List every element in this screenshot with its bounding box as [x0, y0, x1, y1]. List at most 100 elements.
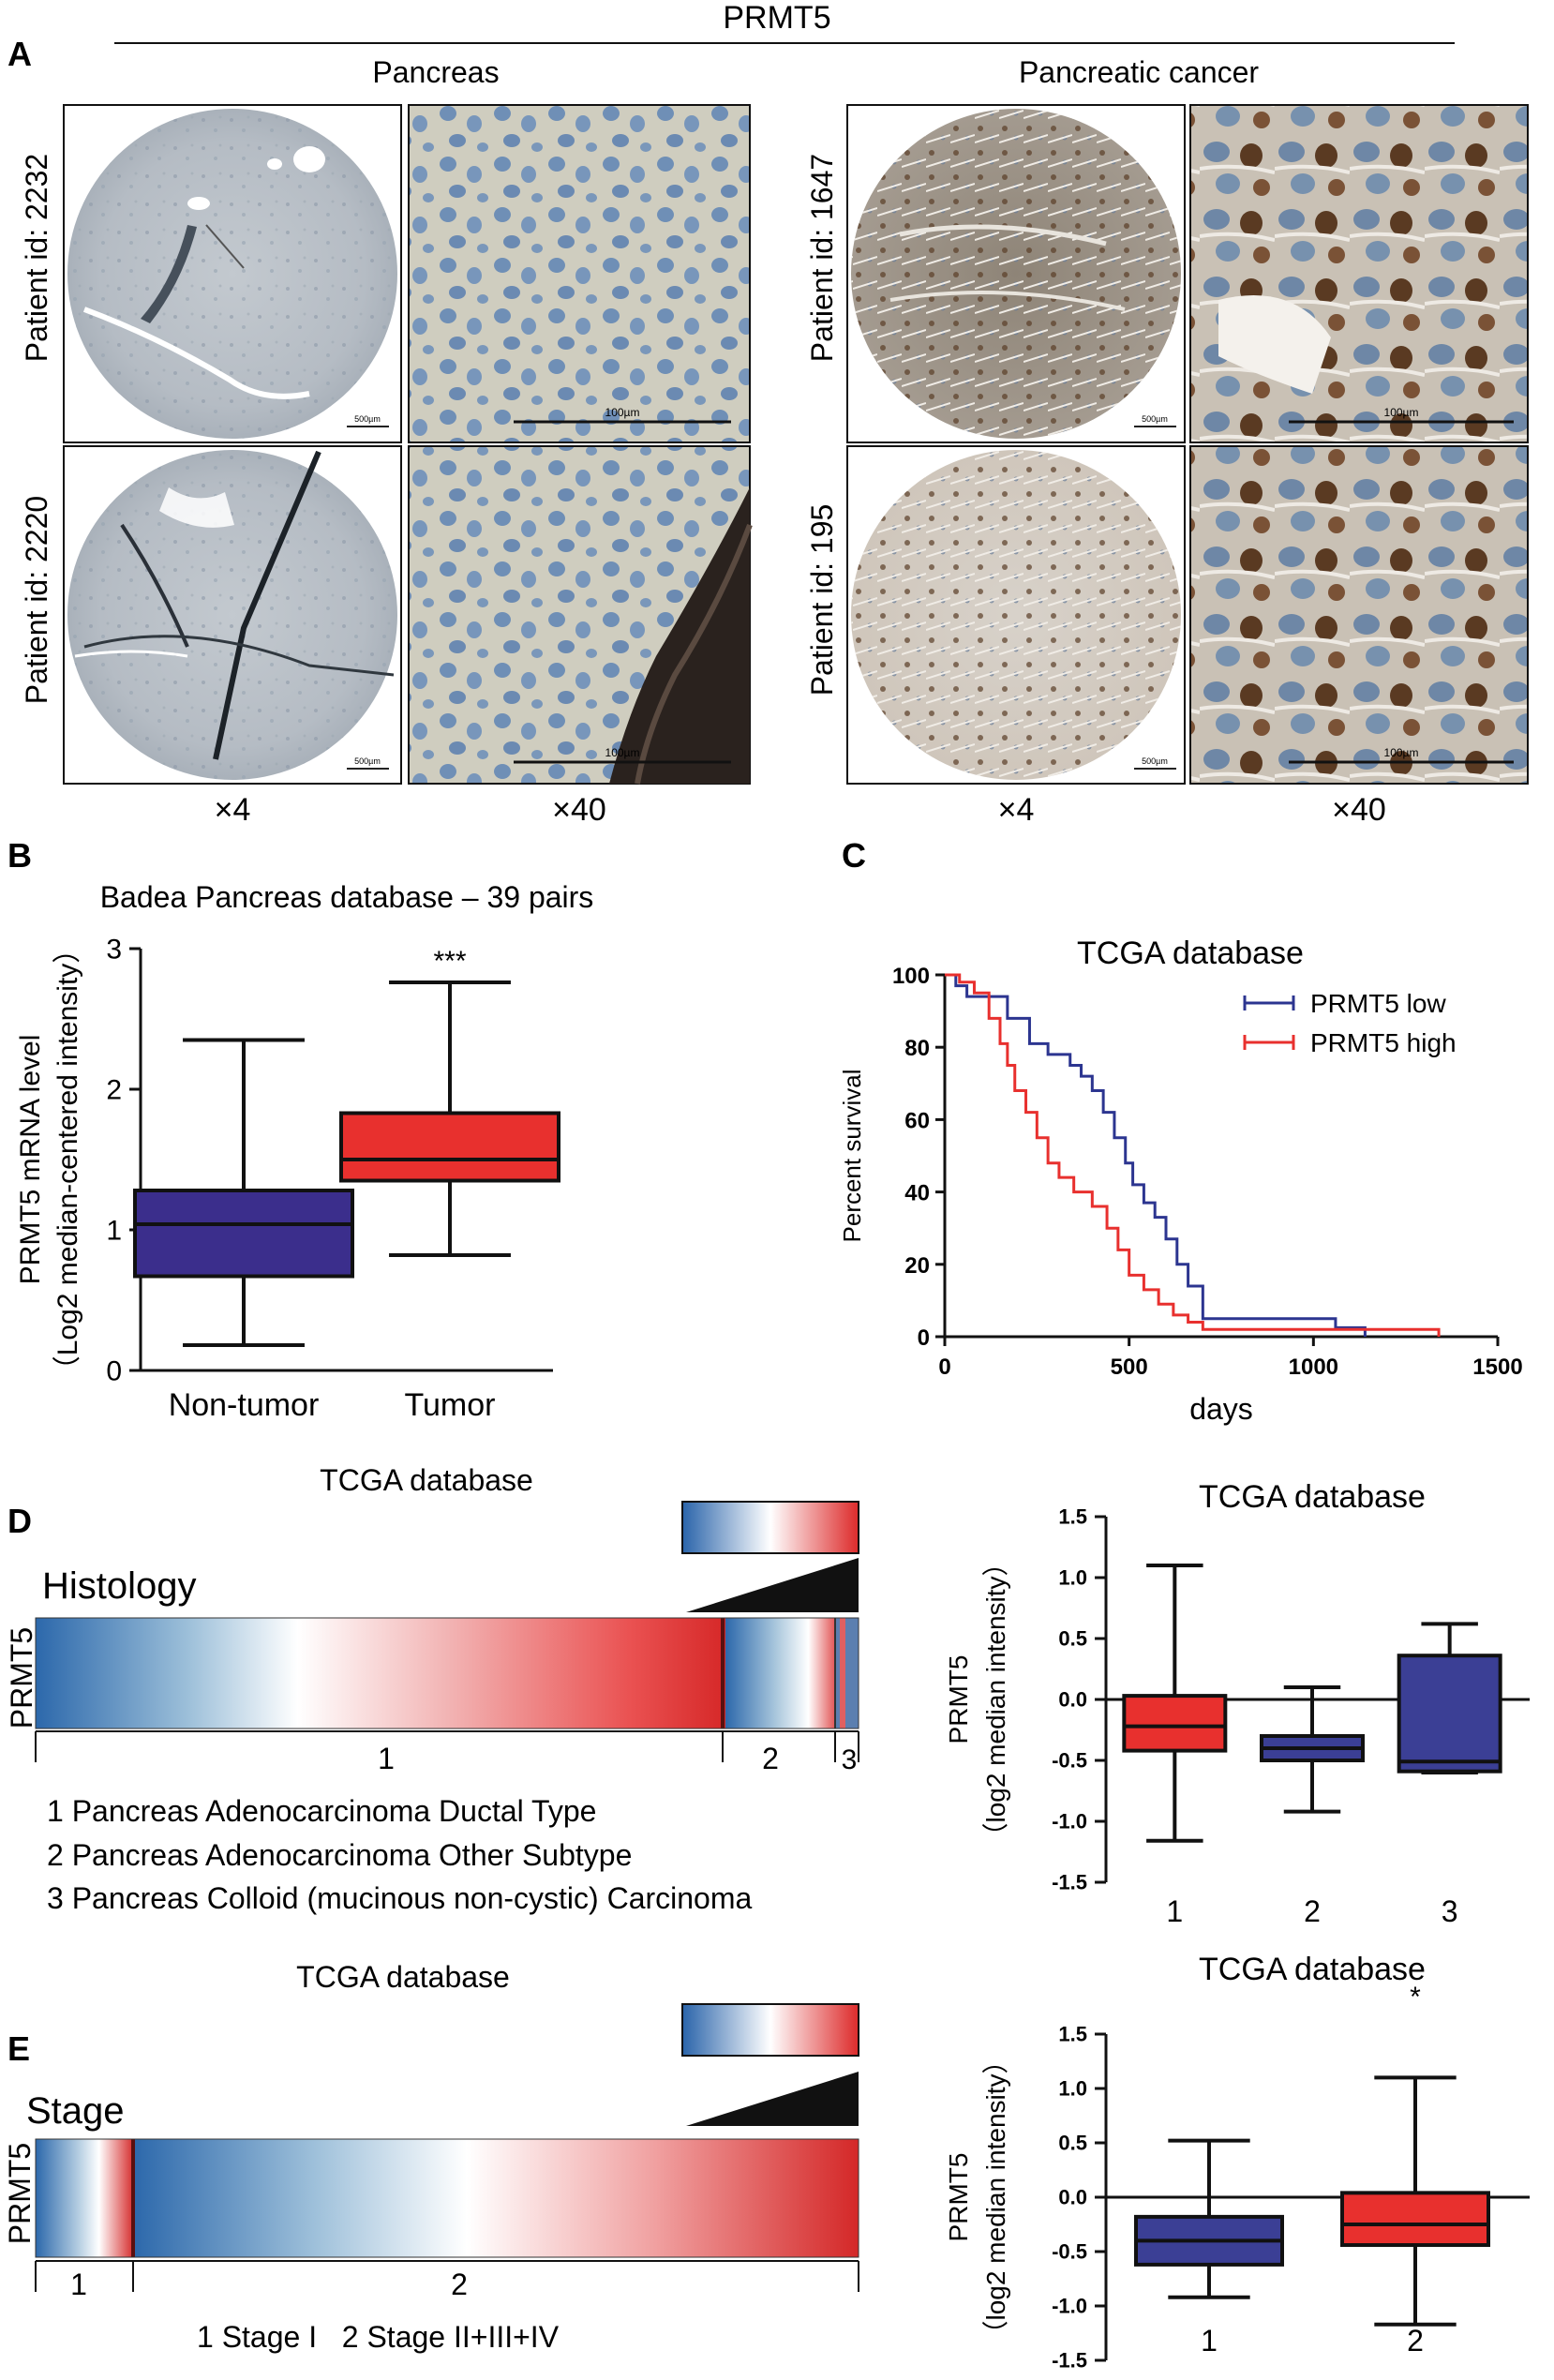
svg-text:100µm: 100µm [1384, 746, 1419, 759]
micrograph-cancer-high-1647: 100µm [1189, 104, 1529, 443]
heatmap-e-ramp [686, 2072, 859, 2126]
y-tick-label: 2 [106, 1075, 122, 1106]
panel-label-b: B [7, 836, 32, 875]
heatmap-e-title: TCGA database [296, 1960, 510, 1994]
svg-text:100µm: 100µm [1384, 406, 1419, 419]
svg-text:100µm: 100µm [605, 406, 640, 419]
magnification-label: ×4 [998, 792, 1035, 828]
y-tick-label: 40 [904, 1181, 930, 1206]
heatmap-d-label: Histology [42, 1565, 197, 1607]
heatmap-d-group-label: 2 [762, 1742, 779, 1775]
patient-label: Patient id: 2232 [20, 154, 53, 362]
category-label: 2 [1304, 1894, 1321, 1928]
box [133, 1189, 354, 1279]
heatmap-d-group-label: 3 [842, 1744, 858, 1775]
y-tick-label: 0 [106, 1356, 122, 1387]
micrograph-normal-low-2232: 500µm [63, 104, 402, 443]
y-axis-label: （log2 median intensity） [981, 1549, 1010, 1849]
heatmap-d-row-label: PRMT5 [5, 1627, 38, 1729]
y-axis-label: Percent survival [838, 1070, 866, 1243]
y-axis-label: PRMT5 [944, 2153, 973, 2242]
y-tick-label: 100 [892, 964, 930, 989]
panel-label-e: E [7, 2029, 30, 2068]
heatmap-e-label: Stage [26, 2090, 125, 2132]
x-tick-label: 1500 [1472, 1355, 1522, 1380]
group-label-pancreatic-cancer: Pancreatic cancer [1019, 55, 1259, 89]
y-tick-label: -1.0 [1052, 2295, 1087, 2318]
significance-marker: * [1410, 1982, 1421, 2013]
svg-text:500µm: 500µm [1142, 414, 1168, 424]
y-tick-label: 60 [904, 1108, 930, 1133]
y-axis-label: PRMT5 [944, 1655, 973, 1744]
micrograph-cancer-low-195: 500µm [846, 445, 1186, 785]
category-label: 2 [1407, 2324, 1424, 2358]
svg-text:500µm: 500µm [354, 414, 381, 424]
svg-text:500µm: 500µm [1142, 756, 1168, 766]
significance-marker: *** [433, 946, 466, 977]
x-tick-label: 0 [938, 1355, 950, 1380]
heatmap-e-color-key [681, 2003, 859, 2057]
panel-label-c: C [842, 836, 866, 875]
heatmap-e-group-label: 1 [70, 2268, 87, 2301]
y-tick-label: -0.5 [1052, 2240, 1087, 2264]
legend-label: PRMT5 low [1310, 989, 1446, 1018]
heatmap-e-legend: 1 Stage I 2 Stage II+III+IV [197, 2320, 560, 2354]
y-tick-label: 1.5 [1058, 1505, 1087, 1529]
heatmap-d-group-brackets [35, 1730, 859, 1762]
chart-title: TCGA database [1077, 936, 1304, 971]
chart-title: Badea Pancreas database – 39 pairs [100, 880, 594, 914]
heatmap-d-legend-item: 2 Pancreas Adenocarcinoma Other Subtype [47, 1838, 632, 1872]
chart-e: TCGA database -1.5 -1.0 -0.5 0.0 0.5 1.0 1.5 PRM… [944, 1952, 1530, 2373]
micrograph-normal-low-2220: 500µm [63, 445, 402, 785]
svg-text:100µm: 100µm [605, 746, 640, 759]
patient-label: Patient id: 2220 [20, 496, 53, 704]
heatmap-d-strip [35, 1617, 859, 1729]
y-axis-label: （Log2 median-centered intensity） [52, 936, 83, 1385]
micrograph-normal-high-2220: 100µm [408, 445, 753, 785]
heatmap-d-ramp [686, 1558, 859, 1612]
heatmap-e-strip [35, 2138, 859, 2258]
box [1397, 1654, 1502, 1774]
chart-b: Badea Pancreas database – 39 pairs 0 1 2 3 PR… [15, 880, 593, 1423]
survival-curve-low [945, 973, 1367, 1337]
x-tick-label: 500 [1111, 1355, 1148, 1380]
y-tick-label: 1 [106, 1216, 122, 1247]
y-tick-label: -0.5 [1052, 1749, 1087, 1773]
patient-label: Patient id: 1647 [805, 154, 839, 362]
survival-curve-high [945, 973, 1441, 1337]
box [1122, 1694, 1228, 1753]
micrograph-cancer-low-1647: 500µm [846, 104, 1186, 443]
y-tick-label: 80 [904, 1036, 930, 1061]
panel-label-a: A [7, 35, 32, 73]
magnification-label: ×4 [215, 792, 251, 828]
legend-label: PRMT5 high [1310, 1028, 1457, 1057]
y-tick-label: 3 [106, 935, 122, 965]
patient-label: Patient id: 195 [805, 504, 839, 696]
x-axis-label: days [1189, 1392, 1253, 1426]
x-tick-label: 1000 [1289, 1355, 1338, 1380]
y-tick-label: -1.5 [1052, 1871, 1087, 1894]
heatmap-d-legend-item: 1 Pancreas Adenocarcinoma Ductal Type [47, 1794, 596, 1828]
y-tick-label: 1.0 [1058, 2077, 1087, 2101]
box [339, 1111, 560, 1183]
y-tick-label: 1.5 [1058, 2023, 1087, 2046]
heatmap-d-legend-item: 3 Pancreas Colloid (mucinous non-cystic)… [47, 1881, 753, 1915]
y-axis-label: PRMT5 mRNA level [15, 1035, 46, 1285]
category-label: 3 [1442, 1894, 1458, 1928]
heatmap-d-color-key [681, 1501, 859, 1554]
heatmap-d-title: TCGA database [320, 1463, 533, 1497]
category-label: 1 [1166, 1894, 1183, 1928]
heatmap-e-row-label: PRMT5 [3, 2143, 37, 2244]
category-label: Non-tumor [169, 1387, 320, 1423]
chart-d: TCGA database -1.5 -1.0 -0.5 0.0 0.5 1.0 1.5 PRM… [944, 1479, 1530, 1928]
y-tick-label: 0 [918, 1325, 930, 1351]
heatmap-e-group-brackets [35, 2260, 859, 2292]
heatmap-d-group-label: 1 [378, 1742, 395, 1775]
panel-label-d: D [7, 1502, 32, 1540]
y-tick-label: -1.5 [1052, 2349, 1087, 2373]
svg-text:500µm: 500µm [354, 756, 381, 766]
micrograph-cancer-high-195: 100µm [1189, 445, 1529, 785]
y-tick-label: 1.0 [1058, 1566, 1087, 1590]
chart-title: TCGA database [1199, 1952, 1426, 1987]
figure-title: PRMT5 [723, 0, 830, 36]
